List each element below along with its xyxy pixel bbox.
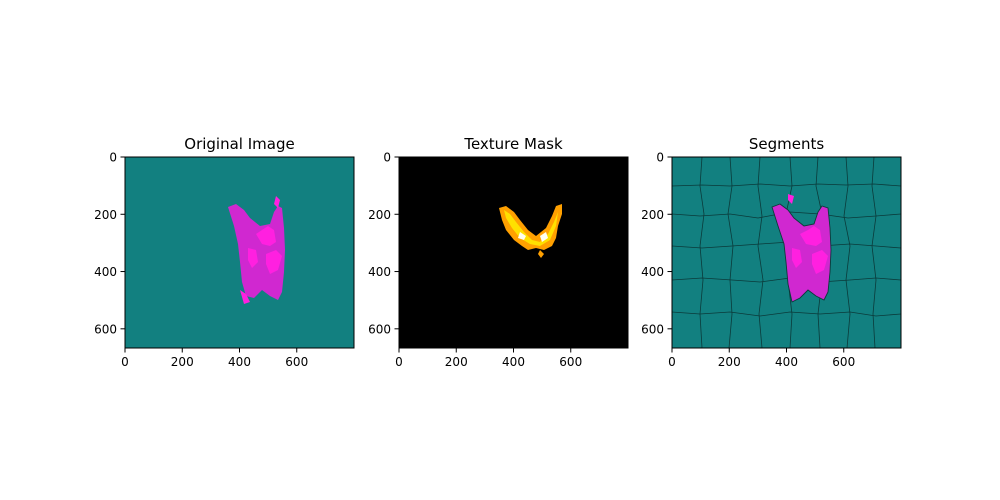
- chart-title: Texture Mask: [463, 135, 563, 153]
- x-tick-label: 200: [445, 355, 468, 369]
- x-tick-label: 200: [718, 355, 741, 369]
- y-tick-label: 600: [94, 322, 117, 336]
- x-tick-label: 400: [502, 355, 525, 369]
- y-tick-label: 200: [641, 208, 664, 222]
- image-object: [772, 194, 831, 302]
- panel-segments: Segments: [641, 135, 902, 369]
- y-tick-label: 0: [656, 151, 664, 165]
- panel-original-image: Original Image 0 200 400 600: [94, 135, 355, 369]
- x-tick-label: 600: [559, 355, 582, 369]
- panel-texture-mask: Texture Mask 0 200 400 600: [368, 135, 629, 369]
- chart-title: Original Image: [184, 135, 294, 153]
- x-ticks: 0 200 400 600: [395, 348, 582, 369]
- image-background: [399, 157, 628, 348]
- y-tick-label: 600: [368, 322, 391, 336]
- x-tick-label: 600: [832, 355, 855, 369]
- y-tick-label: 0: [109, 151, 117, 165]
- y-ticks: 0 200 400 600: [368, 151, 399, 336]
- y-tick-label: 200: [94, 208, 117, 222]
- x-tick-label: 0: [121, 355, 129, 369]
- y-tick-label: 0: [383, 151, 391, 165]
- y-tick-label: 400: [641, 265, 664, 279]
- y-tick-label: 600: [641, 322, 664, 336]
- y-tick-label: 400: [368, 265, 391, 279]
- y-tick-label: 200: [368, 208, 391, 222]
- x-ticks: 0 200 400 600: [668, 348, 855, 369]
- mask-region: [499, 204, 562, 258]
- x-tick-label: 600: [285, 355, 308, 369]
- x-ticks: 0 200 400 600: [121, 348, 308, 369]
- chart-title: Segments: [749, 135, 825, 153]
- x-tick-label: 200: [171, 355, 194, 369]
- x-tick-label: 400: [228, 355, 251, 369]
- x-tick-label: 0: [395, 355, 403, 369]
- x-tick-label: 400: [775, 355, 798, 369]
- image-object: [228, 196, 285, 304]
- y-tick-label: 400: [94, 265, 117, 279]
- object-outline: [771, 203, 832, 303]
- y-ticks: 0 200 400 600: [641, 151, 672, 336]
- y-ticks: 0 200 400 600: [94, 151, 125, 336]
- x-tick-label: 0: [668, 355, 676, 369]
